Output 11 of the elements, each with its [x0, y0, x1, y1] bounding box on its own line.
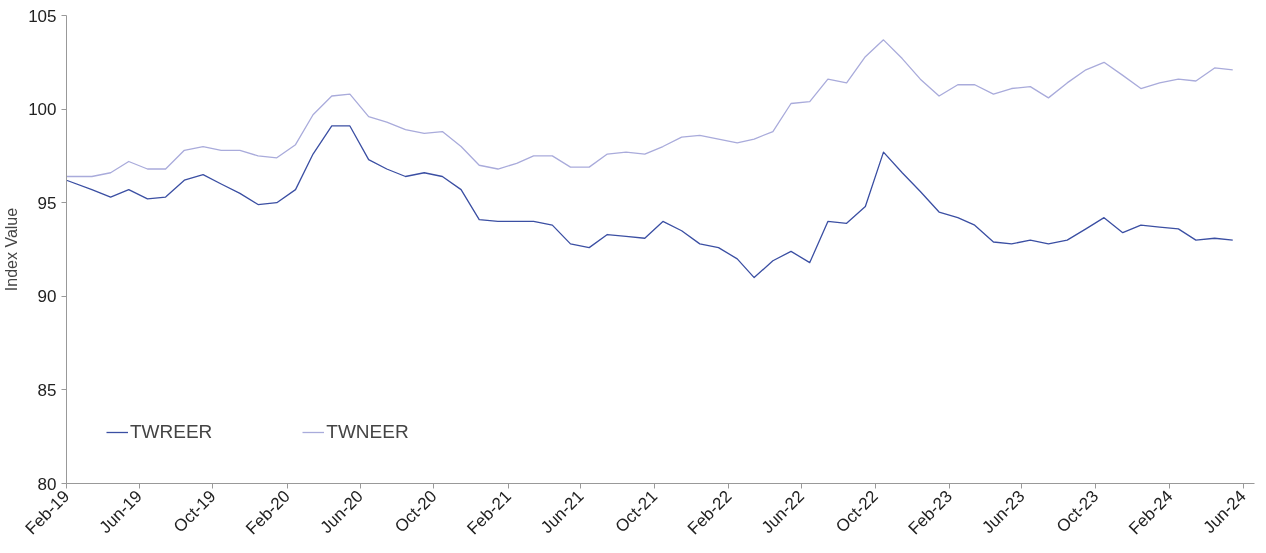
- line-series: [66, 39, 1234, 178]
- y-tick-label: 105: [28, 6, 57, 26]
- line-series: [66, 125, 1234, 279]
- y-tick-label: 80: [37, 474, 57, 494]
- y-tick-label: 95: [37, 193, 57, 213]
- legend-label: TWREER: [130, 421, 213, 443]
- legend-label: TWNEER: [326, 421, 409, 443]
- y-tick-label: 100: [28, 100, 57, 120]
- y-tick-label: 90: [37, 287, 57, 307]
- y-tick-label: 85: [37, 380, 57, 400]
- y-axis-title: Index Value: [3, 207, 21, 292]
